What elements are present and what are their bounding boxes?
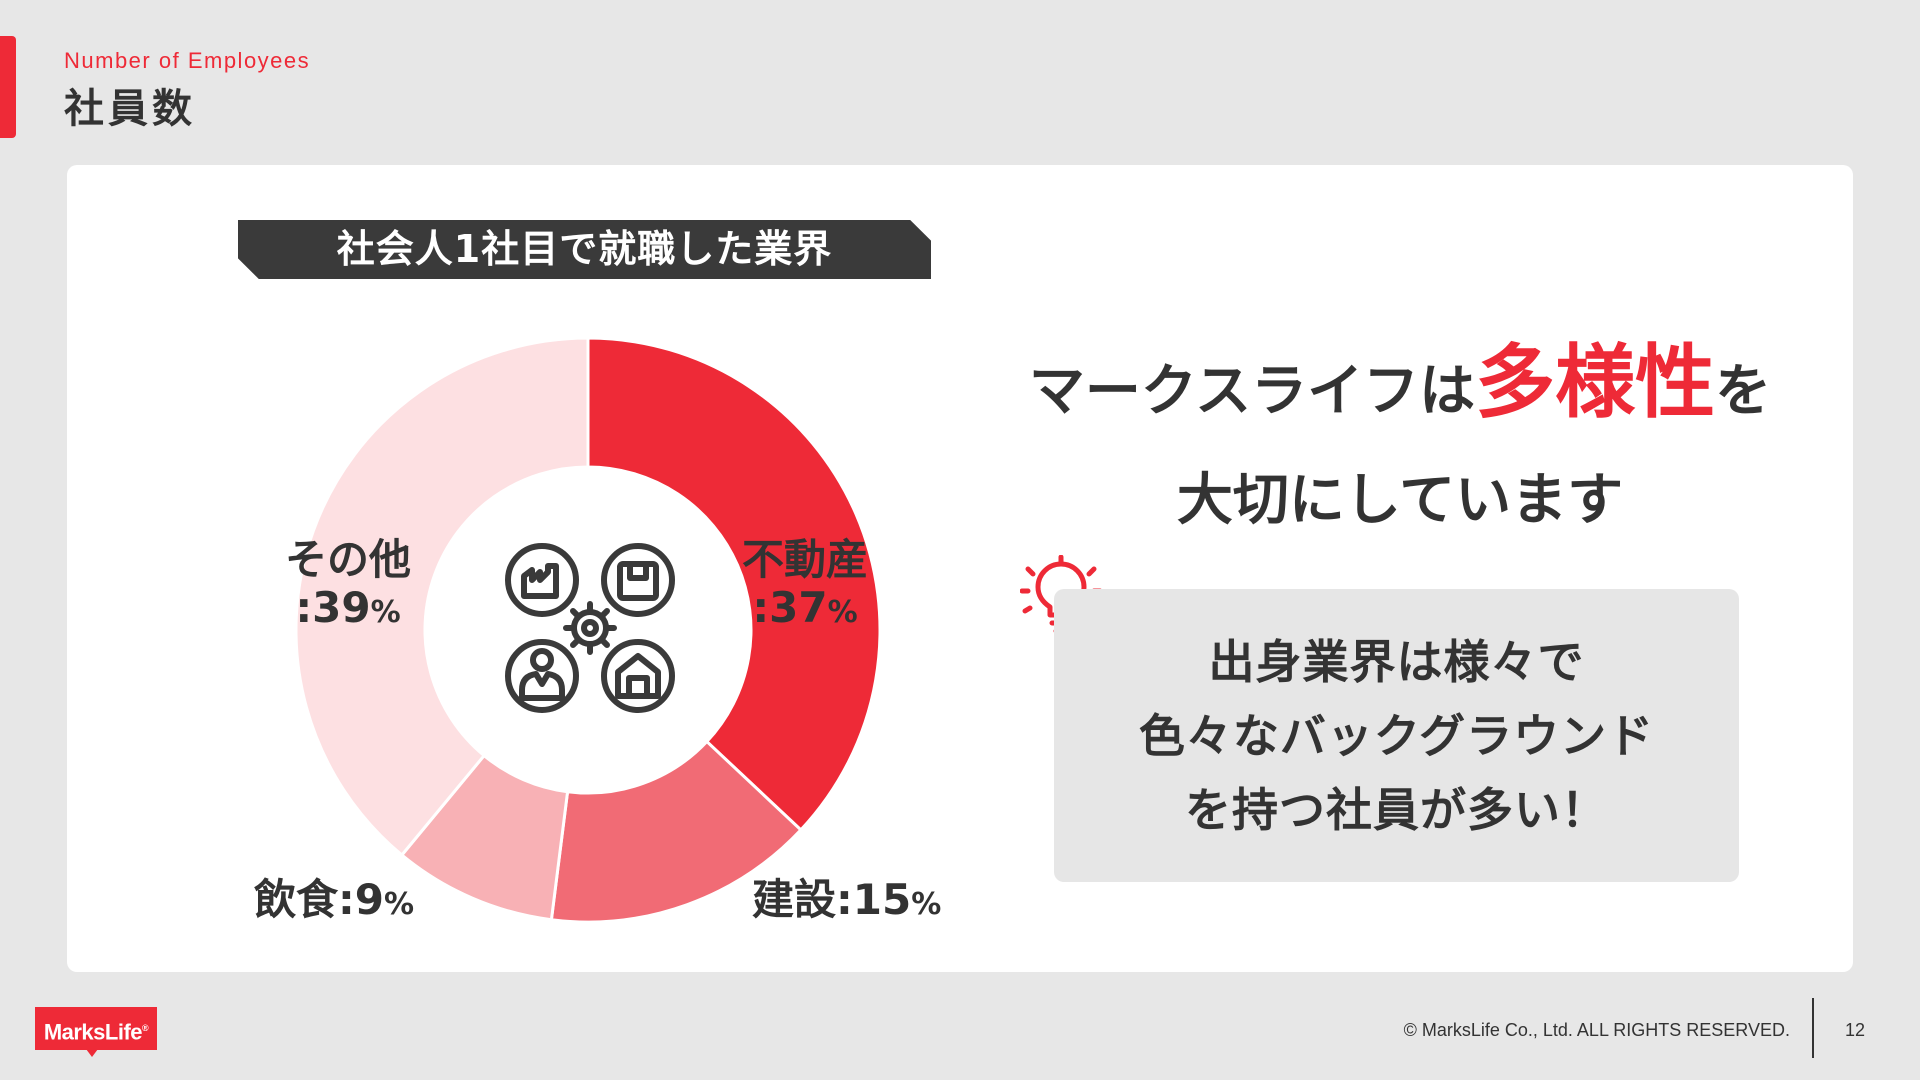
accent-bar [0, 36, 16, 138]
message-box: 出身業界は様々で 色々なバックグラウンド を持つ社員が多い！ [1054, 589, 1739, 882]
label-other: その他 :39% [278, 536, 418, 637]
label-construction-value: :15 [836, 875, 912, 924]
donut-slice-1 [586, 336, 882, 833]
headline-prefix: マークスライフは [1028, 359, 1476, 424]
label-other-name: その他 [284, 535, 411, 584]
label-real-estate-value: :37 [752, 583, 828, 632]
page-title: 社員数 [64, 86, 196, 132]
logo-mark: ® [142, 1023, 149, 1033]
label-food-unit: % [384, 887, 415, 922]
label-food: 飲食:9% [254, 876, 414, 929]
markslife-logo: MarksLife® [35, 1007, 157, 1050]
industries-gear-icon [505, 543, 675, 713]
donut-slice-4 [294, 336, 590, 858]
page-number: 12 [1844, 1020, 1866, 1040]
label-other-value: :39 [295, 583, 371, 632]
headline-line2: 大切にしています [1176, 468, 1624, 533]
label-construction: 建設:15% [752, 876, 941, 929]
label-food-value: :9 [338, 875, 385, 924]
donut-slice-2 [549, 739, 803, 924]
label-real-estate-name: 不動産 [741, 535, 868, 584]
label-construction-unit: % [911, 887, 942, 922]
label-other-unit: % [370, 595, 401, 630]
logo-text: MarksLife [43, 1019, 143, 1045]
headline-suffix: を [1715, 359, 1772, 424]
section-subtitle: Number of Employees [64, 48, 311, 73]
label-real-estate: 不動産 :37% [735, 536, 875, 637]
logo-tail [86, 1049, 98, 1057]
label-real-estate-unit: % [827, 595, 858, 630]
label-construction-name: 建設 [752, 875, 837, 924]
copyright: © MarksLife Co., Ltd. ALL RIGHTS RESERVE… [1403, 1020, 1790, 1040]
headline-highlight: 多様性 [1475, 336, 1716, 429]
footer-divider [1812, 998, 1814, 1058]
headline: マークスライフは多様性を [1000, 318, 1800, 434]
label-food-name: 飲食 [254, 875, 339, 924]
chart-title: 社会人1社目で就職した業界 [238, 220, 931, 279]
message-line-3: を持つ社員が多い！ [1185, 782, 1608, 837]
message-line-1: 出身業界は様々で [1208, 634, 1585, 689]
message-line-2: 色々なバックグラウンド [1138, 708, 1655, 763]
